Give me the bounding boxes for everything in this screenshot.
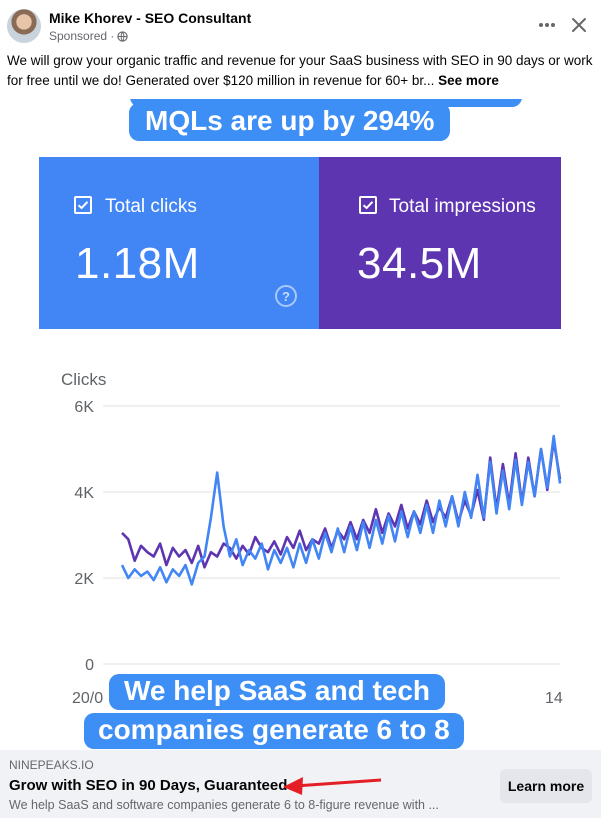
- series-line-1: [120, 434, 562, 586]
- ad-domain: NINEPEAKS.IO: [9, 758, 94, 772]
- help-icon: ?: [275, 285, 297, 307]
- y-tick-label: 2K: [74, 571, 94, 588]
- checkbox-icon: [74, 196, 92, 214]
- total-impressions-label: Total impressions: [389, 196, 536, 217]
- post-header: Mike Khorev - SEO Consultant Sponsored ·: [0, 0, 601, 52]
- learn-more-button[interactable]: Learn more: [500, 769, 592, 803]
- total-clicks-label: Total clicks: [105, 196, 197, 217]
- more-options-icon: [539, 23, 555, 27]
- caption-bottom-line-2: companies generate 6 to 8: [84, 713, 464, 749]
- y-tick-label: 4K: [74, 485, 94, 502]
- caption-top: MQLs are up by 294%: [129, 103, 451, 141]
- x-tick-label: 20/0: [72, 690, 103, 707]
- ad-description: We help SaaS and software companies gene…: [9, 798, 439, 812]
- ad-headline[interactable]: Grow with SEO in 90 Days, Guaranteed: [9, 777, 288, 794]
- sponsored-row: Sponsored ·: [49, 29, 129, 43]
- close-icon: [572, 18, 586, 32]
- y-tick-label: 0: [85, 657, 94, 674]
- post-body-text: We will grow your organic traffic and re…: [7, 51, 595, 91]
- avatar[interactable]: [7, 9, 41, 43]
- clicks-line-chart: Clicks 6K 4K 2K 0 20/0 14: [61, 370, 563, 707]
- see-more-link[interactable]: See more: [438, 73, 499, 88]
- total-impressions-value: 34.5M: [357, 239, 482, 288]
- post-body: We will grow your organic traffic and re…: [7, 53, 593, 88]
- caption-bottom-line-1: We help SaaS and tech: [109, 674, 446, 710]
- checkbox-icon: [359, 196, 377, 214]
- total-impressions-tile: Total impressions 34.5M: [319, 157, 561, 329]
- x-tick-label: 14: [545, 690, 563, 707]
- analytics-dashboard: Total clicks 1.18M ? Total impressions 3…: [39, 157, 561, 750]
- globe-icon[interactable]: [117, 30, 129, 42]
- total-clicks-tile: Total clicks 1.18M ?: [39, 157, 319, 329]
- y-tick-label: 6K: [74, 399, 94, 416]
- y-axis-label: Clicks: [61, 370, 106, 389]
- more-options-button[interactable]: [534, 12, 560, 38]
- total-clicks-value: 1.18M: [75, 239, 200, 288]
- close-button[interactable]: [566, 12, 592, 38]
- red-arrow-annotation: [283, 777, 382, 795]
- author-name[interactable]: Mike Khorev - SEO Consultant: [49, 10, 252, 26]
- ad-media[interactable]: Total clicks 1.18M ? Total impressions 3…: [0, 99, 601, 750]
- sponsored-label: Sponsored ·: [49, 29, 115, 43]
